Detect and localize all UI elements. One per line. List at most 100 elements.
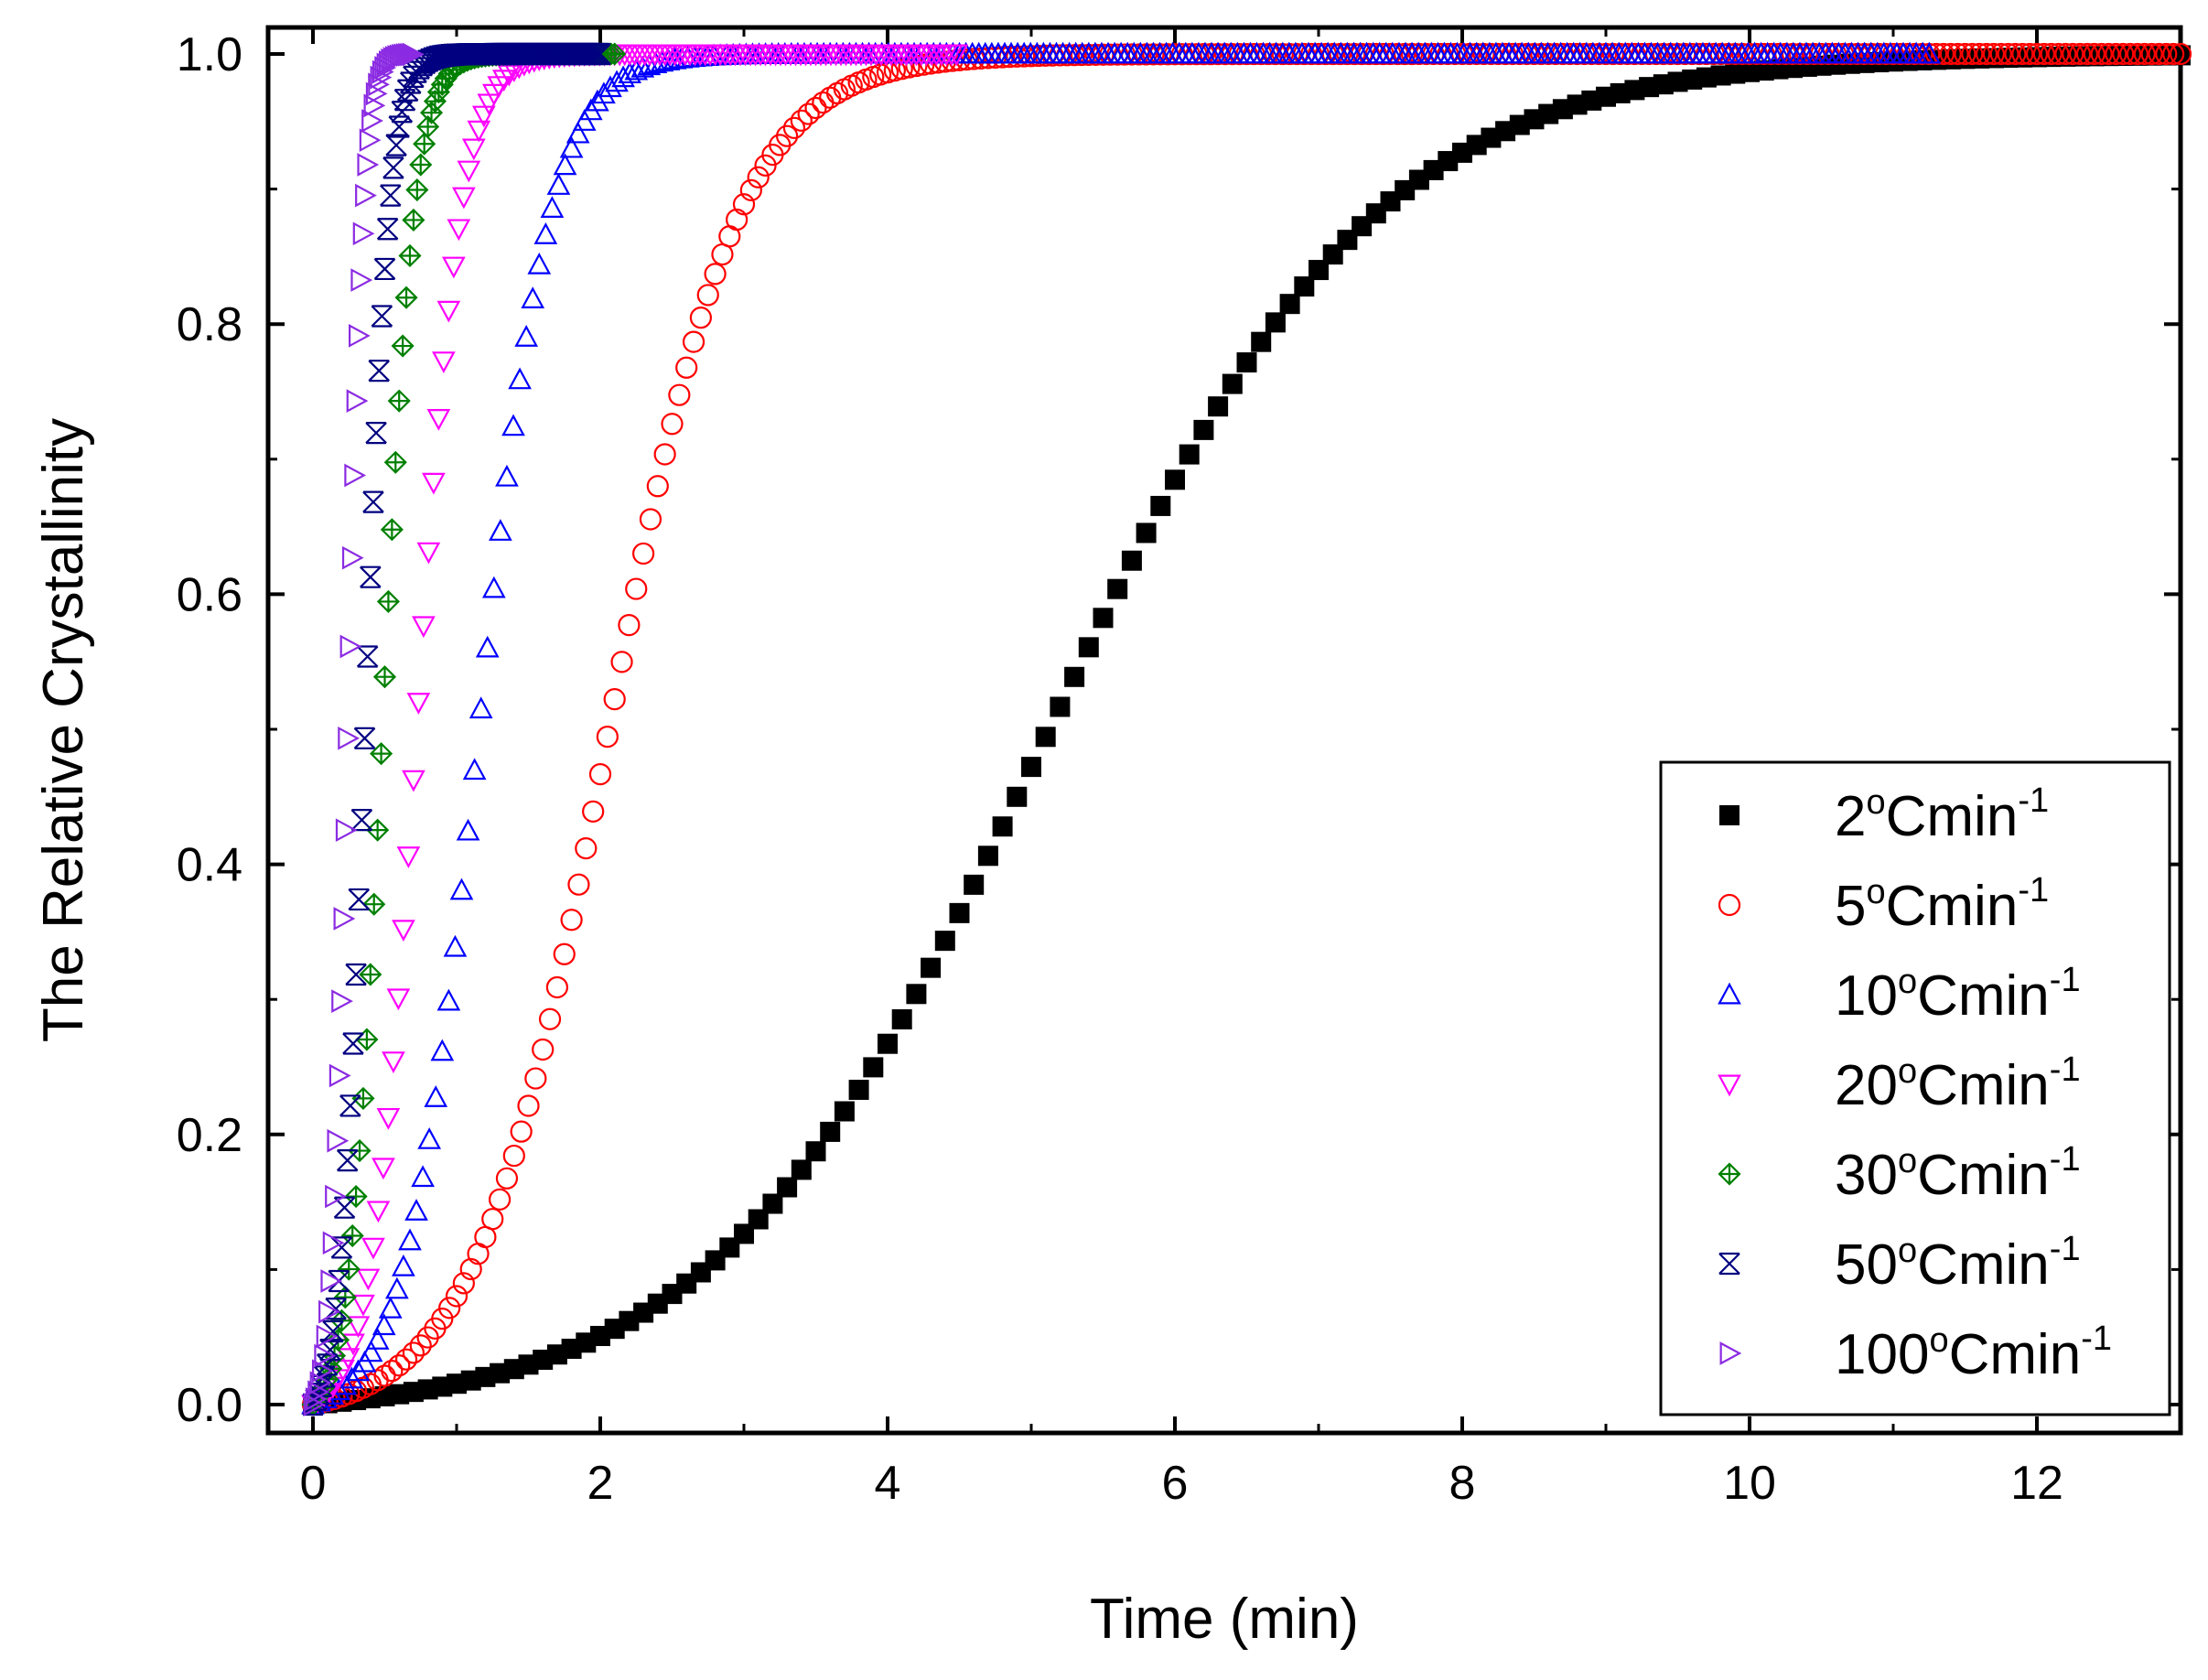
legend-item: 2oCmin-1 [1719, 781, 2049, 848]
legend-label: 2oCmin-1 [1835, 781, 2049, 848]
data-point [514, 42, 537, 66]
data-point [1050, 696, 1071, 717]
data-point [305, 1387, 328, 1411]
data-point [567, 873, 590, 896]
data-point [820, 1121, 841, 1142]
data-point [1939, 42, 1962, 66]
data-point [1222, 373, 1243, 394]
x-tick-label: 12 [2010, 1457, 2063, 1510]
data-point [339, 634, 362, 659]
data-point [426, 408, 451, 431]
data-point [356, 1268, 381, 1291]
data-point [2040, 42, 2063, 66]
data-point [521, 286, 545, 308]
data-point [777, 1177, 798, 1198]
data-point [448, 43, 470, 66]
data-point [412, 616, 436, 639]
data-point [341, 1333, 365, 1356]
data-point [431, 45, 454, 68]
data-point [603, 42, 627, 66]
data-point [344, 1184, 368, 1209]
data-point [359, 963, 382, 986]
data-point [747, 166, 770, 188]
data-point [1035, 727, 1056, 748]
data-point [341, 545, 364, 570]
y-axis-title: The Relative Crystallinity [32, 418, 95, 1042]
legend-marker [1718, 1074, 1741, 1097]
data-point [2126, 42, 2149, 66]
data-point [405, 178, 429, 202]
data-point [409, 153, 433, 177]
data-point [2075, 42, 2099, 66]
data-point [314, 1343, 337, 1368]
data-point [483, 42, 505, 66]
data-point [383, 450, 407, 474]
data-point [349, 324, 371, 348]
series-100-cmin [303, 42, 425, 1416]
data-point [596, 726, 619, 748]
legend-marker [1718, 1162, 1741, 1186]
data-point [791, 1159, 812, 1180]
data-point [402, 42, 425, 67]
data-point [762, 1193, 783, 1214]
data-point [748, 1209, 769, 1230]
data-point [338, 726, 360, 750]
data-point [307, 1380, 330, 1405]
data-point [1279, 294, 1300, 315]
data-point [500, 42, 522, 66]
y-tick-label: 0.6 [177, 568, 242, 621]
y-tick-label: 0.0 [177, 1379, 242, 1432]
data-point [682, 330, 705, 353]
data-point [385, 134, 407, 156]
data-point [331, 989, 353, 1013]
data-point [572, 42, 594, 66]
data-point [891, 1008, 912, 1029]
data-point [431, 1308, 454, 1330]
data-point [402, 1341, 425, 1364]
data-point [912, 53, 935, 76]
data-point [583, 42, 606, 66]
legend-item: 30oCmin-1 [1718, 1140, 2081, 1207]
data-point [316, 1324, 339, 1349]
axis-ticks: 0 2 4 6 8 10 12 0.0 0.2 0.4 0.6 0.8 1.0 [177, 27, 2181, 1510]
data-point [805, 1141, 826, 1162]
data-point [352, 221, 375, 246]
data-point [501, 414, 525, 436]
data-point [362, 490, 384, 513]
data-point [359, 128, 382, 153]
data-point [463, 43, 485, 66]
y-tick-label: 0.2 [177, 1109, 242, 1162]
data-point [1975, 42, 1998, 66]
data-point [451, 43, 474, 66]
data-point [2140, 42, 2163, 66]
data-point [467, 120, 491, 143]
data-point [307, 1383, 330, 1405]
data-point [454, 43, 477, 66]
data-point [580, 42, 603, 66]
data-point [517, 1094, 540, 1117]
data-point [523, 42, 545, 66]
data-point [540, 42, 563, 66]
data-point [631, 542, 655, 565]
data-point [313, 1365, 336, 1388]
x-tick-label: 4 [875, 1457, 901, 1510]
data-point [376, 589, 400, 613]
data-point [489, 42, 511, 66]
data-point [992, 816, 1013, 837]
data-point [424, 1085, 448, 1107]
legend-label: 50oCmin-1 [1835, 1230, 2081, 1297]
data-point [538, 1007, 562, 1030]
data-point [351, 1086, 375, 1110]
data-point [360, 565, 382, 588]
data-point [934, 931, 955, 952]
data-point [653, 443, 676, 466]
data-point [443, 934, 468, 957]
data-point [533, 222, 558, 244]
data-point [365, 81, 388, 106]
data-point [1121, 550, 1142, 571]
data-point [469, 696, 493, 719]
data-point [477, 42, 500, 66]
data-point [557, 42, 580, 66]
legend-box [1659, 760, 2171, 1416]
data-point [489, 519, 512, 541]
